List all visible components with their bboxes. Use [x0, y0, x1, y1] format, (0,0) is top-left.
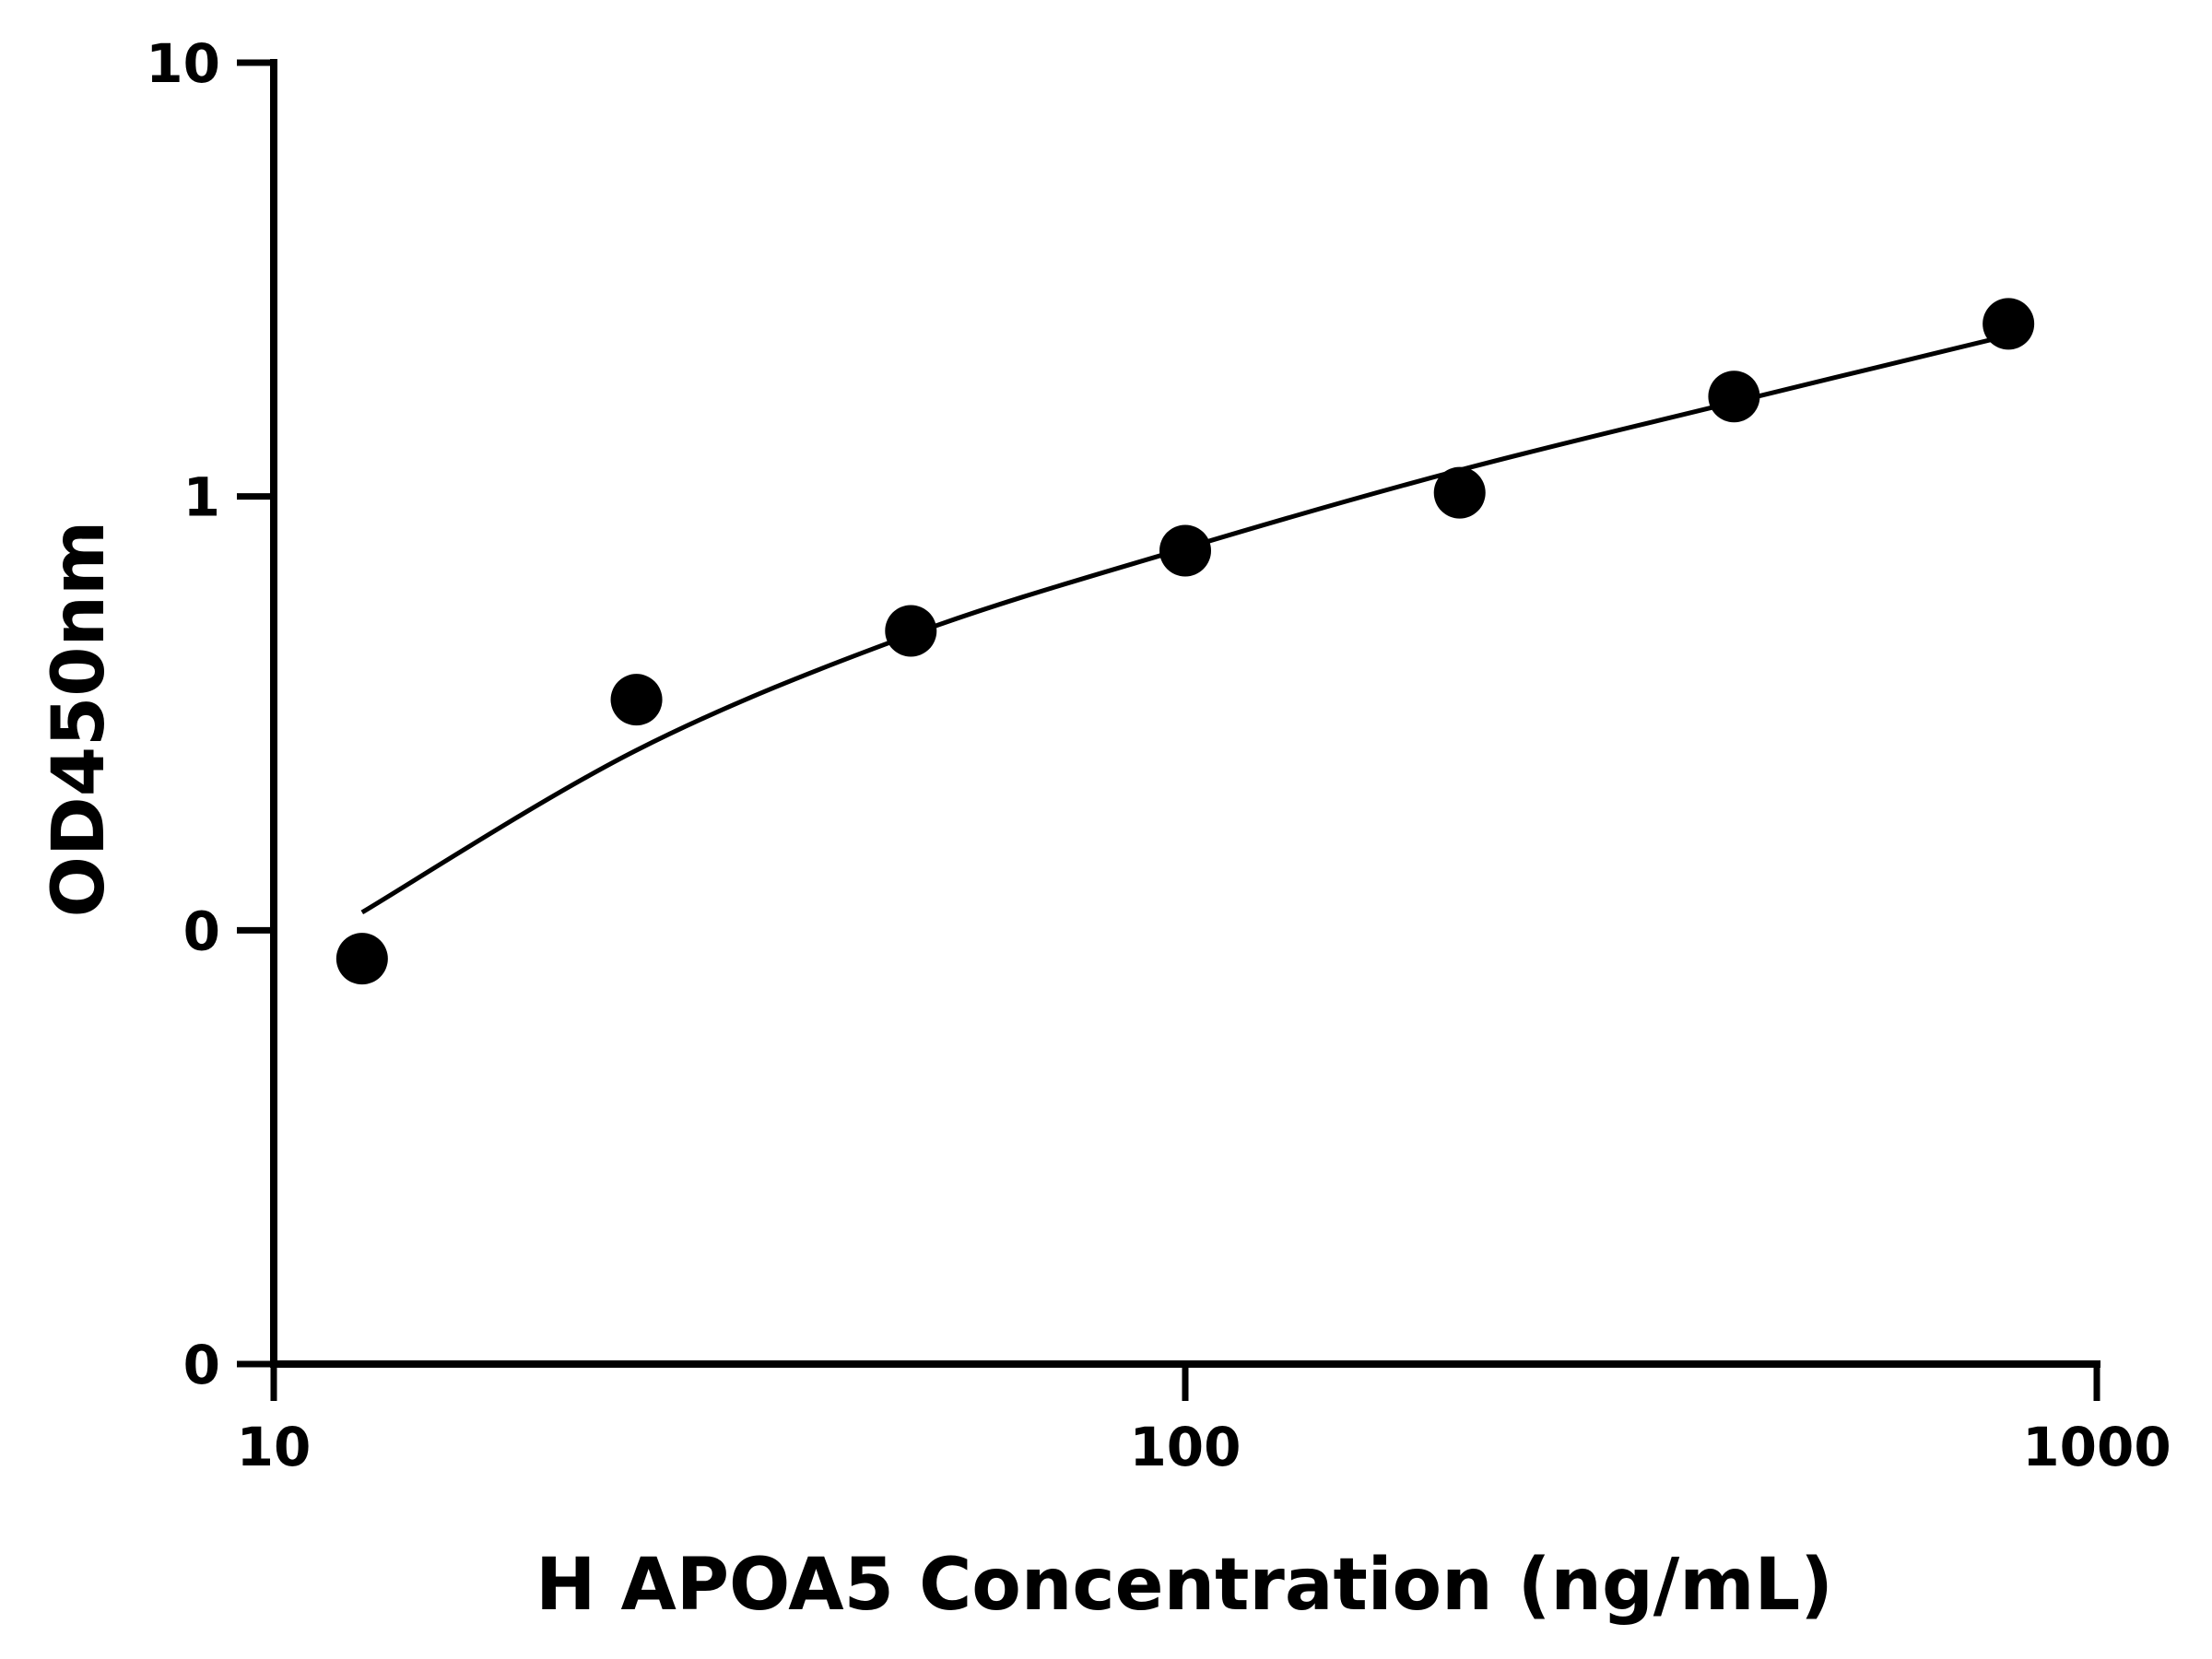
- data-point: [1433, 466, 1486, 519]
- y-tick-label: 10: [146, 32, 220, 95]
- fit-curve-layer: [360, 333, 2009, 915]
- x-tick-label: 1000: [2022, 1416, 2171, 1478]
- data-point: [1983, 298, 2035, 350]
- data-points: [335, 298, 2035, 985]
- y-tick-label: 0: [183, 1334, 220, 1396]
- data-point: [335, 933, 388, 985]
- fit-curve: [360, 333, 2009, 915]
- data-point: [885, 605, 937, 657]
- data-point: [1708, 371, 1760, 423]
- x-tick-label: 10: [237, 1416, 312, 1478]
- x-tick-label: 100: [1129, 1416, 1241, 1478]
- data-point: [610, 674, 663, 726]
- y-tick-label: 0: [183, 900, 220, 962]
- data-point: [1159, 524, 1211, 577]
- axes: [270, 59, 2100, 1368]
- y-axis-title: OD450nm: [38, 521, 121, 918]
- x-axis-title: H APOA5 Concentration (ng/mL): [535, 1544, 1833, 1627]
- ticks: 0 0 1 10 10 100 1000: [146, 32, 2171, 1478]
- y-tick-label: 1: [183, 466, 220, 529]
